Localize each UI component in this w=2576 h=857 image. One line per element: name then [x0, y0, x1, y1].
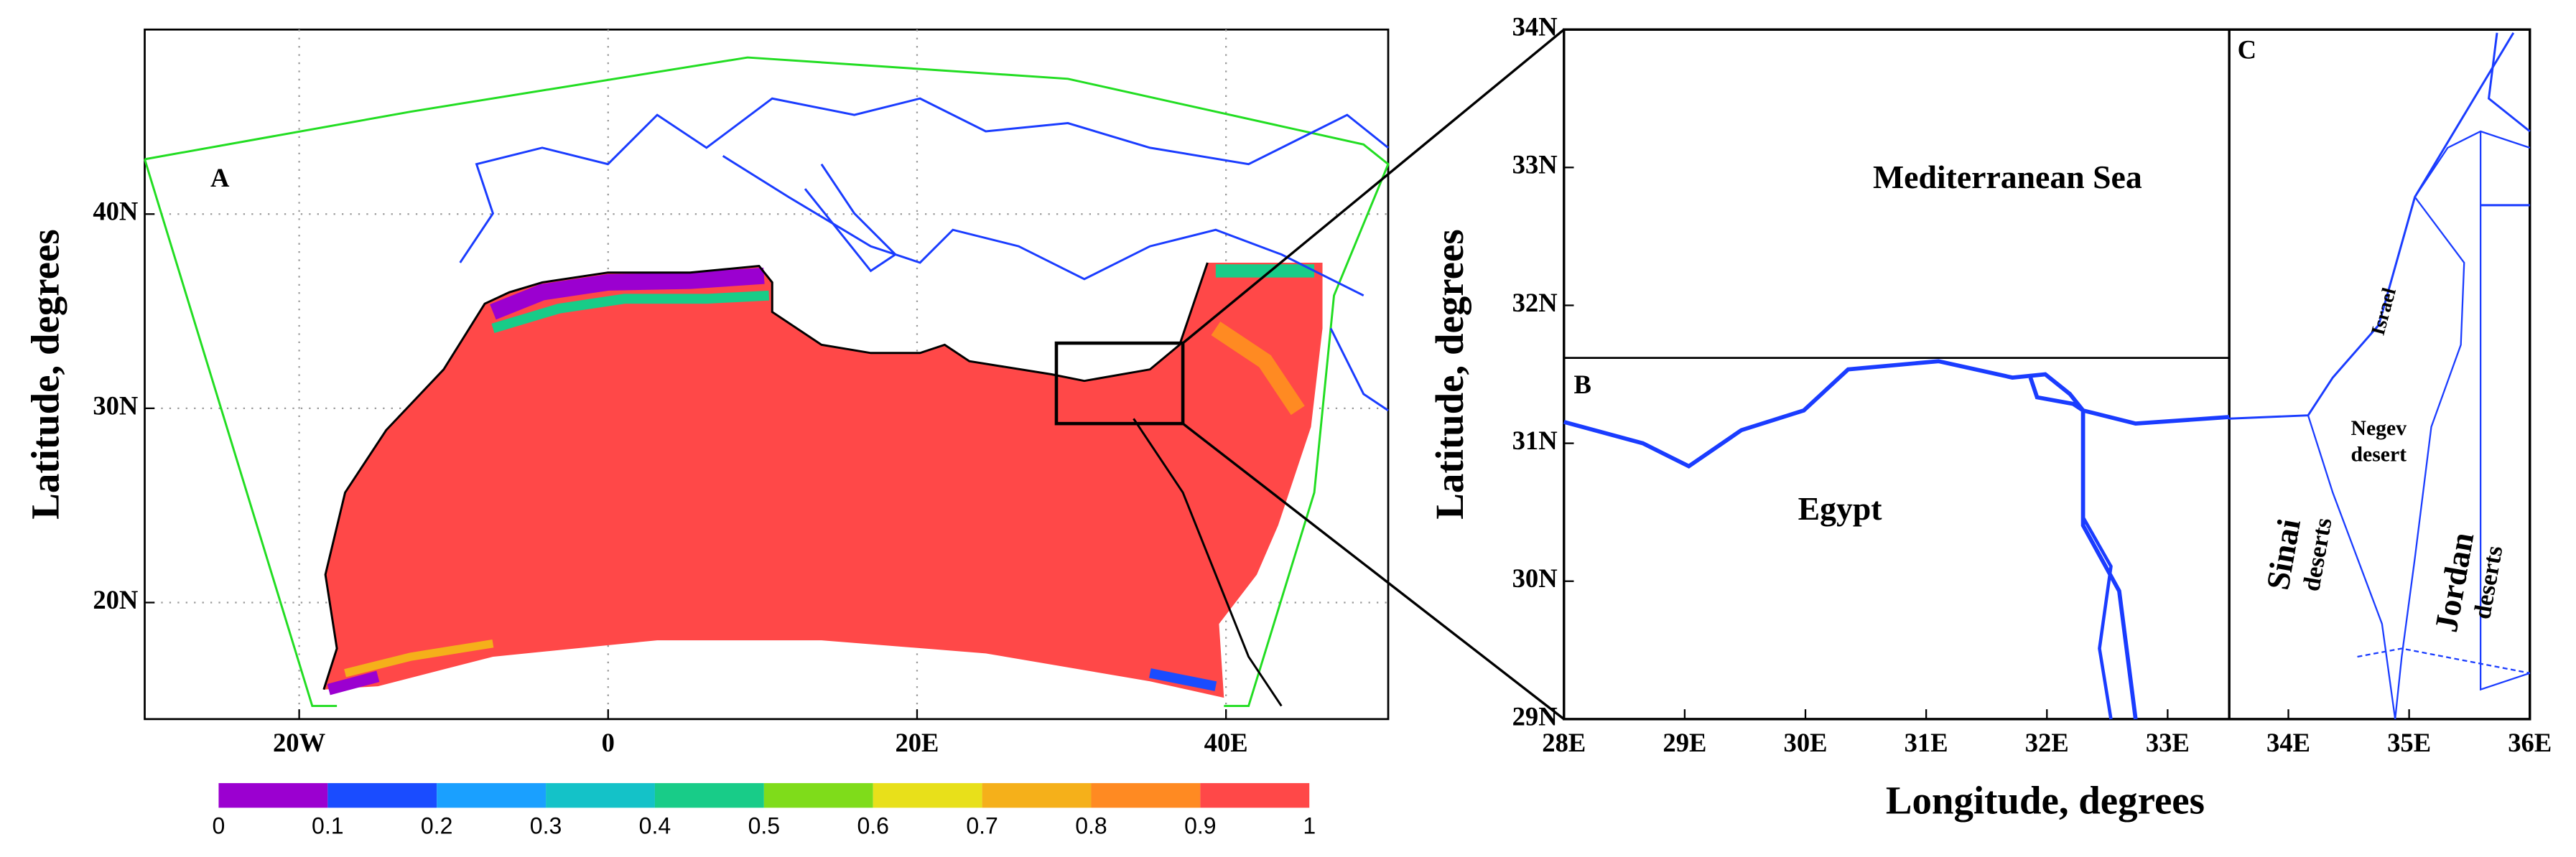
- field-band: [327, 670, 380, 696]
- x-tick-label: 29E: [1663, 728, 1706, 757]
- colorbar-segment: [1200, 783, 1310, 808]
- zoom-line: [1182, 28, 1565, 345]
- colorbar-label: 0.6: [857, 812, 889, 838]
- x-tick-label: 36E: [2508, 728, 2552, 757]
- field-band: [490, 267, 765, 320]
- domain-outline: [144, 159, 338, 708]
- field-band: [1149, 668, 1217, 691]
- colorbar-segment: [763, 783, 873, 808]
- panel-label: A: [210, 163, 230, 192]
- river: [2081, 516, 2113, 720]
- region-label: Egypt: [1798, 490, 1883, 527]
- field-band: [491, 290, 770, 334]
- x-tick-label: 35E: [2387, 728, 2431, 757]
- x-tick-label: 30E: [1784, 728, 1828, 757]
- colorbar-segment: [1091, 783, 1201, 808]
- colorbar-label: 0.5: [748, 812, 781, 838]
- border: [2487, 32, 2531, 133]
- y-tick-label: 33N: [1512, 150, 1558, 179]
- field-band: [1211, 321, 1305, 416]
- colorbar-segment: [654, 783, 764, 808]
- colorbar-label: 0.3: [530, 812, 562, 838]
- border: [2414, 130, 2531, 198]
- colorbar-segment: [218, 783, 328, 808]
- y-tick-label: 30N: [1512, 563, 1558, 593]
- x-tick-label: 28E: [1542, 728, 1586, 757]
- coastline: [459, 97, 1389, 263]
- colorbar-label: 0.7: [966, 812, 998, 838]
- panel-label: C: [2238, 35, 2256, 65]
- coastline: [804, 163, 898, 273]
- y-tick-label: 20N: [93, 585, 138, 614]
- colorbar-label: 0.2: [421, 812, 453, 838]
- colorbar-segment: [327, 783, 437, 808]
- colorbar-label: 0.4: [639, 812, 671, 838]
- region-label: Negev: [2351, 417, 2407, 440]
- border: [2357, 647, 2530, 674]
- x-tick-label: 33E: [2146, 728, 2190, 757]
- x-tick-label: 0: [602, 728, 615, 757]
- river: [2028, 377, 2138, 720]
- y-axis-label: Latitude, degrees: [23, 229, 67, 519]
- colorbar-label: 0: [213, 812, 225, 838]
- y-tick-label: 34N: [1512, 12, 1558, 42]
- colorbar-segment: [437, 783, 547, 808]
- region-label: desert: [2351, 444, 2407, 467]
- domain-outline: [144, 56, 1390, 708]
- field: [323, 262, 1323, 698]
- x-tick-label: 20E: [895, 728, 939, 757]
- x-tick-label: 40E: [1204, 728, 1248, 757]
- colorbar-label: 0.1: [312, 812, 344, 838]
- y-tick-label: 31N: [1512, 426, 1558, 455]
- coastline: [1329, 327, 1389, 412]
- coastline: [1133, 418, 1283, 707]
- border: [2479, 131, 2531, 691]
- x-tick-label: 34E: [2266, 728, 2310, 757]
- colorbar-label: 0.8: [1075, 812, 1107, 838]
- y-tick-label: 30N: [93, 390, 138, 420]
- y-axis-label: Latitude, degrees: [1428, 229, 1471, 519]
- y-tick-label: 40N: [93, 197, 138, 226]
- border: [2307, 415, 2396, 720]
- x-axis-label: Longitude, degrees: [1886, 778, 2205, 822]
- colorbar-segment: [982, 783, 1092, 808]
- colorbar-label: 0.9: [1184, 812, 1217, 838]
- zoom-box: [1054, 341, 1185, 426]
- y-tick-label: 32N: [1512, 288, 1558, 317]
- x-tick-label: 32E: [2025, 728, 2069, 757]
- field-band: [344, 639, 494, 678]
- colorbar-segment: [546, 783, 655, 808]
- colorbar-segment: [873, 783, 982, 808]
- y-tick-label: 29N: [1512, 701, 1558, 731]
- region-label: Mediterranean Sea: [1873, 159, 2142, 195]
- coastline: [722, 155, 1364, 297]
- x-tick-label: 20W: [273, 728, 325, 757]
- border: [2394, 196, 2465, 719]
- panel-label: B: [1573, 370, 1591, 399]
- coastline: [2229, 32, 2515, 420]
- zoom-line: [1182, 422, 1565, 721]
- x-tick-label: 31E: [1905, 728, 1948, 757]
- colorbar-label: 1: [1303, 812, 1316, 838]
